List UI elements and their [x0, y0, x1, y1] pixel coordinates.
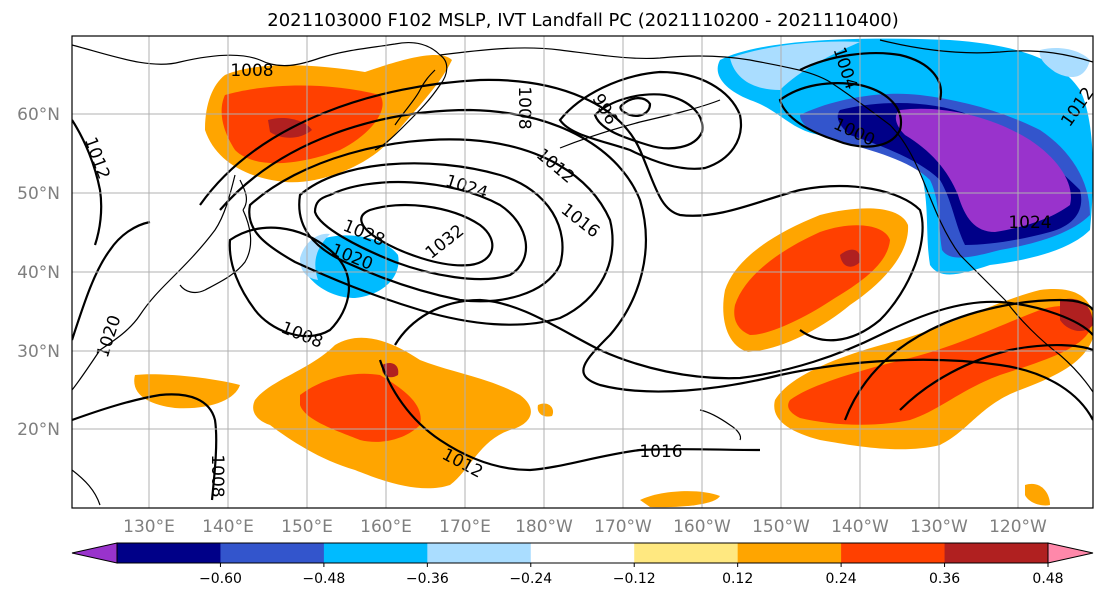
shade-central-deep	[840, 249, 861, 267]
shade-patch-south-2	[1025, 483, 1050, 506]
colorbar-segment	[530, 543, 635, 563]
lon-label-140w: 140°W	[831, 517, 889, 537]
coast-aleutians	[559, 99, 721, 149]
lon-label-160e: 160°E	[360, 517, 412, 537]
isobar-label-17: 1008	[207, 454, 227, 497]
lon-label-130e: 130°E	[123, 517, 175, 537]
map-frame	[71, 35, 1094, 509]
isobar-1008-west	[72, 393, 218, 501]
isobar-1032	[360, 203, 494, 267]
colorbar-tick-label: 0.36	[929, 571, 960, 587]
lat-label-20n: 20°N	[17, 420, 60, 440]
lat-label-60n: 60°N	[17, 105, 60, 125]
isobar-1024-east	[899, 344, 1093, 411]
isobar-label-1: 1008	[230, 61, 273, 81]
shade-northeast-pale	[1039, 48, 1090, 77]
colorbar-tick-label: −0.12	[613, 571, 656, 587]
lon-label-150e: 150°E	[281, 517, 333, 537]
isobar-1012	[199, 78, 924, 342]
coast-asia	[72, 42, 448, 391]
isobar-label-15: 1016	[639, 442, 682, 462]
latitude-labels: 60°N 50°N 40°N 30°N 20°N	[17, 105, 60, 440]
colorbar-segment	[427, 543, 532, 563]
shade-patch-south-1	[640, 491, 720, 508]
shade-alaska-negative-pale	[730, 41, 860, 90]
coast-kamchatka	[394, 69, 436, 126]
colorbar-segment	[323, 543, 428, 563]
colorbar: −0.60 −0.48 −0.36 −0.24 −0.12 0.12 0.24 0.36 0.4…	[71, 542, 1094, 587]
isobar-1028	[313, 180, 528, 281]
isobar-1020-west	[72, 220, 151, 341]
colorbar-segments	[117, 543, 1049, 563]
lon-label-160w: 160°W	[673, 517, 731, 537]
lat-label-40n: 40°N	[17, 263, 60, 283]
colorbar-frame	[116, 542, 1049, 564]
colorbar-tick-label: −0.48	[302, 571, 345, 587]
shade-subtropical-west-strong	[300, 373, 421, 442]
colorbar-tick-label: 0.24	[826, 571, 857, 587]
lon-label-140e: 140°E	[202, 517, 254, 537]
coast-alaska	[439, 47, 1093, 393]
coast-japan	[179, 179, 252, 294]
shade-west-small-positive	[134, 374, 240, 409]
colorbar-segment	[117, 543, 221, 563]
colorbar-segment	[944, 543, 1049, 563]
isobar-label-18: 1024	[1008, 213, 1051, 233]
colorbar-segment	[634, 543, 739, 563]
coastlines	[72, 39, 1093, 506]
shade-alaska-negative-strong	[895, 108, 1071, 232]
colorbar-tick-label: −0.60	[199, 571, 242, 587]
coast-hawaii	[699, 409, 742, 441]
lat-label-30n: 30°N	[17, 342, 60, 362]
colorbar-tick-label: −0.36	[406, 571, 449, 587]
map-title: 2021103000 F102 MSLP, IVT Landfall PC (2…	[267, 10, 898, 31]
isobar-1016	[219, 108, 1093, 421]
isobar-1012-west	[72, 119, 103, 246]
colorbar-ticks: −0.60 −0.48 −0.36 −0.24 −0.12 0.12 0.24 0.36 0.4…	[199, 563, 1064, 587]
coast-canada-north	[879, 39, 1093, 63]
isobar-1000	[778, 82, 903, 148]
longitude-labels: 130°E 140°E 150°E 160°E 170°E 180°W 170°…	[123, 517, 1047, 537]
isobar-1008-japan	[228, 226, 351, 338]
colorbar-tick-label: 0.12	[722, 571, 753, 587]
lon-label-180w: 180°W	[515, 517, 573, 537]
isobar-1020	[248, 138, 614, 326]
shade-east-deep	[1060, 298, 1093, 332]
lon-label-130w: 130°W	[910, 517, 968, 537]
shade-patch-south-3	[537, 403, 554, 417]
isobar-1024	[298, 162, 564, 303]
lon-label-120w: 120°W	[989, 517, 1047, 537]
coast-philippines	[72, 469, 101, 506]
colorbar-arrow-left	[71, 542, 118, 564]
colorbar-segment	[737, 543, 842, 563]
colorbar-tick-label: −0.24	[509, 571, 552, 587]
isobar-1016-south	[378, 359, 761, 472]
isobar-label-11: 1008	[514, 86, 534, 129]
graticule	[72, 36, 1093, 508]
lon-label-170w: 170°W	[594, 517, 652, 537]
colorbar-segment	[841, 543, 946, 563]
isobar-1008	[558, 70, 743, 170]
map-area: 1008 1012 1024 1028 1020 1032 1008 1012 …	[71, 35, 1094, 509]
lat-label-50n: 50°N	[17, 184, 60, 204]
colorbar-tick-label: 0.48	[1032, 571, 1063, 587]
colorbar-arrow-right	[1047, 542, 1094, 564]
colorbar-segment	[220, 543, 325, 563]
lon-label-150w: 150°W	[752, 517, 810, 537]
isobars	[72, 52, 1093, 501]
lon-label-170e: 170°E	[439, 517, 491, 537]
isobar-1012-east	[394, 298, 1093, 380]
isobar-1020-east	[843, 298, 1093, 421]
